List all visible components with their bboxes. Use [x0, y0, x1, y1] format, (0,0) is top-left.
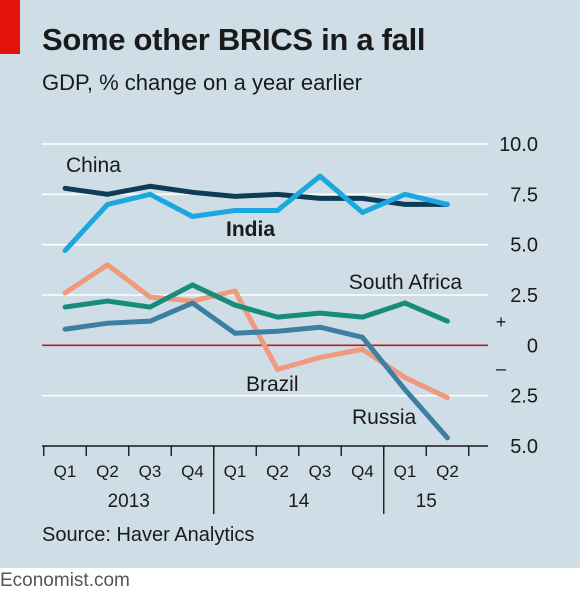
- data-point-south-africa-1: [105, 298, 110, 304]
- data-point-brazil-1: [105, 262, 110, 268]
- data-point-china-8: [402, 202, 408, 207]
- data-point-india-4: [232, 208, 238, 213]
- data-point-russia-8: [402, 387, 408, 393]
- data-point-south-africa-4: [232, 302, 238, 308]
- brand-red-tag: [0, 0, 20, 54]
- series-label-china: China: [66, 154, 121, 177]
- chart-panel: [0, 0, 580, 568]
- y-tick-label-5: 2.5: [510, 386, 538, 408]
- series-line-south-africa: [64, 282, 449, 324]
- y-tick-label-0: 10.0: [499, 134, 538, 156]
- chart-subtitle: GDP, % change on a year earlier: [42, 70, 362, 95]
- year-label-2013: 2013: [108, 491, 150, 512]
- y-tick-label-4: 0: [527, 335, 538, 357]
- data-point-russia-0: [62, 326, 68, 332]
- series-label-india: India: [226, 218, 275, 241]
- y-plus-sign: +: [496, 312, 507, 332]
- data-point-india-6: [317, 173, 323, 179]
- year-label-14: 14: [288, 491, 310, 512]
- data-point-russia-3: [190, 300, 195, 306]
- data-point-brazil-7: [360, 346, 365, 352]
- series-label-brazil: Brazil: [246, 373, 299, 396]
- x-tick-label-1: Q2: [96, 462, 119, 481]
- data-point-brazil-0: [62, 290, 68, 296]
- year-label-15: 15: [416, 491, 437, 512]
- data-point-south-africa-3: [190, 282, 195, 288]
- data-point-brazil-9: [445, 395, 450, 401]
- data-point-china-3: [190, 189, 195, 195]
- data-point-south-africa-0: [62, 304, 68, 310]
- data-point-south-africa-5: [275, 314, 280, 320]
- data-point-brazil-5: [275, 367, 280, 372]
- series-label-russia: Russia: [352, 406, 417, 429]
- x-tick-label-7: Q4: [351, 462, 374, 481]
- data-point-russia-1: [105, 320, 110, 326]
- x-tick-label-6: Q3: [309, 462, 332, 481]
- data-point-russia-5: [275, 328, 280, 334]
- data-point-china-2: [147, 183, 153, 189]
- x-tick-label-5: Q2: [266, 462, 289, 481]
- data-point-brazil-2: [147, 294, 153, 300]
- source-note: Source: Haver Analytics: [42, 524, 255, 546]
- y-minus-sign: –: [496, 358, 506, 378]
- chart-title: Some other BRICS in a fall: [42, 22, 426, 57]
- data-point-brazil-4: [232, 288, 238, 294]
- data-point-china-4: [232, 193, 238, 199]
- data-point-south-africa-6: [317, 310, 323, 316]
- x-tick-label-8: Q1: [394, 462, 417, 481]
- x-tick-label-2: Q3: [139, 462, 162, 481]
- series-line-india: [63, 173, 449, 253]
- data-point-india-5: [275, 208, 280, 213]
- series-label-south-africa: South Africa: [349, 271, 463, 294]
- data-point-south-africa-8: [402, 300, 408, 306]
- data-point-china-1: [105, 191, 110, 197]
- data-point-brazil-6: [317, 355, 323, 360]
- y-tick-label-6: 5.0: [510, 436, 538, 458]
- data-point-india-3: [190, 214, 195, 219]
- x-tick-label-3: Q4: [181, 462, 204, 481]
- data-point-china-6: [317, 195, 323, 201]
- data-point-russia-6: [317, 324, 323, 330]
- y-tick-label-3: 2.5: [510, 285, 538, 307]
- data-point-india-7: [360, 210, 365, 215]
- publisher-footer: Economist.com: [0, 570, 130, 591]
- data-point-china-0: [62, 185, 68, 191]
- y-tick-label-2: 5.0: [510, 235, 538, 257]
- data-point-russia-2: [147, 318, 153, 324]
- data-point-south-africa-2: [147, 304, 153, 310]
- data-point-russia-4: [232, 330, 238, 336]
- data-point-india-9: [445, 202, 450, 207]
- gdp-line-chart: 10.0 7.5 5.0 2.5 0 2.5 5.0 + – Q1 Q2 Q3 Q4 Q1 Q2 Q3 Q4 Q1…: [42, 134, 538, 514]
- data-point-india-2: [147, 191, 153, 197]
- x-tick-label-9: Q2: [436, 462, 459, 481]
- data-point-brazil-8: [402, 375, 408, 380]
- data-point-russia-9: [445, 435, 450, 441]
- data-point-south-africa-7: [360, 314, 365, 320]
- data-point-russia-7: [360, 334, 365, 340]
- data-point-india-1: [105, 202, 110, 207]
- data-point-india-8: [402, 191, 408, 197]
- data-point-china-5: [275, 191, 280, 197]
- series-line-russia: [64, 300, 450, 440]
- x-tick-label-0: Q1: [54, 462, 77, 481]
- data-point-china-7: [360, 195, 365, 201]
- y-tick-label-1: 7.5: [510, 184, 538, 206]
- data-point-south-africa-9: [445, 318, 450, 324]
- data-point-india-0: [62, 248, 68, 254]
- x-tick-label-4: Q1: [224, 462, 247, 481]
